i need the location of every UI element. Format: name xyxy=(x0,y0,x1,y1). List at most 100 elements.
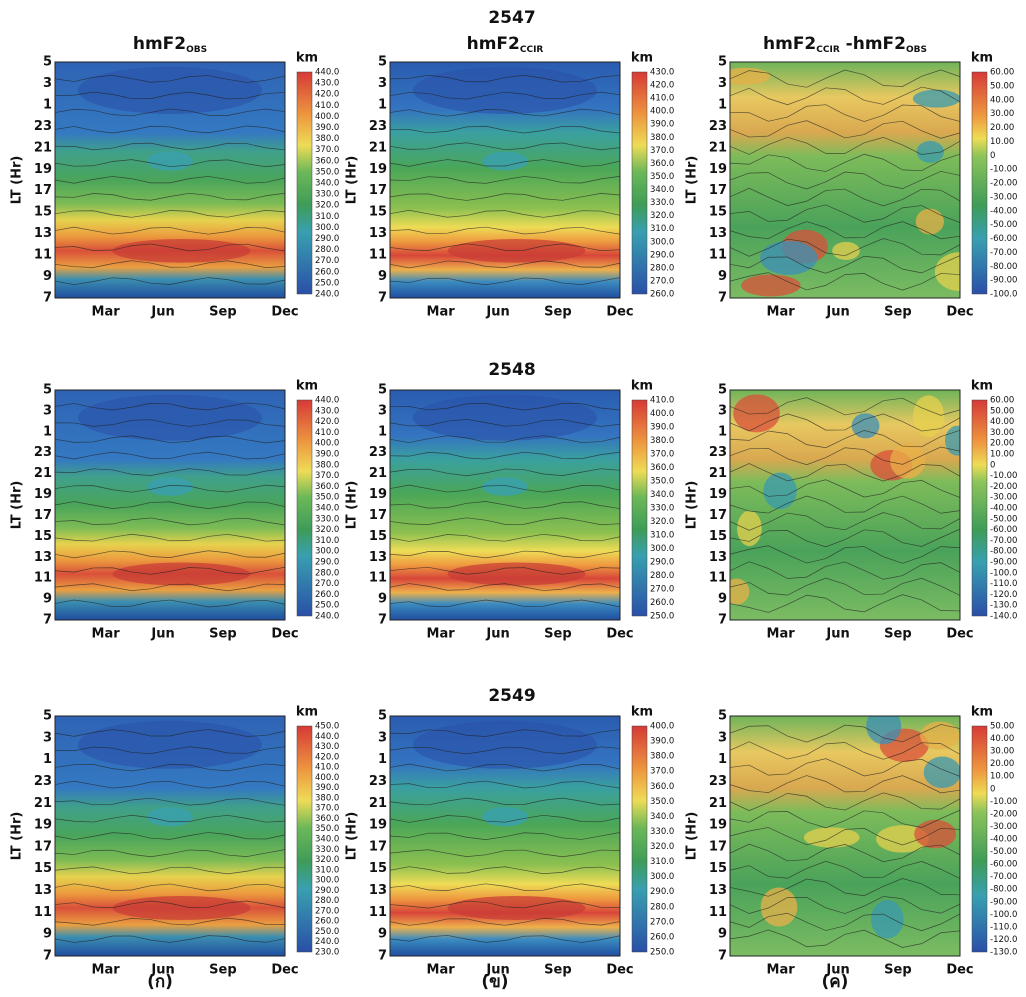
contour-line xyxy=(390,435,620,443)
colorbar-label: 240.0 xyxy=(315,937,339,947)
contour-blob xyxy=(78,394,262,441)
colorbar-label: 430.0 xyxy=(650,68,674,78)
colorbar-label: 280.0 xyxy=(650,571,674,581)
contour-line xyxy=(730,429,960,449)
year-title: 2549 xyxy=(488,686,535,706)
colorbar-label: 260.0 xyxy=(650,290,674,300)
y-tick-label: 21 xyxy=(709,140,727,155)
colorbar-label: 440.0 xyxy=(315,396,339,406)
plot-frame xyxy=(729,715,961,957)
colorbar-label: 360.0 xyxy=(650,159,674,169)
x-tick-label: Dec xyxy=(271,305,298,320)
contour-line xyxy=(730,204,960,223)
colorbar-label: 440.0 xyxy=(315,68,339,78)
y-tick-label: 19 xyxy=(709,818,727,833)
contour-line xyxy=(55,419,285,427)
x-tick-label: Sep xyxy=(884,305,912,320)
y-tick-label: 19 xyxy=(34,162,52,177)
y-tick-label: 1 xyxy=(718,424,727,439)
y-tick-label: 9 xyxy=(378,927,387,942)
colorbar-label: 40.00 xyxy=(990,417,1014,427)
colorbar-label: 250.0 xyxy=(315,601,339,611)
colorbar-label: 330.0 xyxy=(650,198,674,208)
colorbar-label: -20.00 xyxy=(990,809,1017,819)
y-tick-label: 13 xyxy=(34,550,52,565)
y-tick-label: 5 xyxy=(718,709,727,724)
colorbar-label: 260.0 xyxy=(650,932,674,942)
contour-line xyxy=(730,446,960,466)
colorbar-label: 320.0 xyxy=(650,211,674,221)
contour-line xyxy=(730,809,960,829)
colorbar xyxy=(971,399,988,617)
contour-line xyxy=(730,878,960,897)
plot-frame xyxy=(54,715,286,957)
y-tick-label: 7 xyxy=(43,949,52,964)
colorbar-label: 280.0 xyxy=(315,896,339,906)
colorbar-unit: km xyxy=(971,705,993,720)
contour-line xyxy=(730,912,960,932)
colorbar-label: 350.0 xyxy=(315,493,339,503)
colorbar-label: 350.0 xyxy=(315,824,339,834)
plot-frame xyxy=(389,715,621,957)
title-subscript: CCIR xyxy=(520,45,544,55)
contour-blob xyxy=(147,151,193,171)
colorbar-label: 390.0 xyxy=(315,450,339,460)
panel: 5 3 1 23 21 19 17 15 13 11 9 7 LT (Hr) Mar Jun Sep Dec km… xyxy=(685,51,1018,320)
colorbar-label: 450.0 xyxy=(315,722,339,732)
panel: 5 3 1 23 21 19 17 15 13 11 9 7 LT (Hr) Mar Jun Sep Dec km… xyxy=(10,705,340,978)
colorbar-label: 350.0 xyxy=(315,167,339,177)
y-tick-label: 9 xyxy=(43,927,52,942)
colorbar-label: 380.0 xyxy=(650,752,674,762)
contour-line xyxy=(730,561,960,580)
colorbar-label: -50.00 xyxy=(990,514,1017,524)
contour-line xyxy=(390,533,620,542)
colorbar-label: 420.0 xyxy=(315,417,339,427)
colorbar-label: 280.0 xyxy=(315,568,339,578)
y-tick-label: 11 xyxy=(34,571,52,586)
contour-blob xyxy=(741,274,801,297)
colorbar-label: 390.0 xyxy=(315,783,339,793)
contour-line xyxy=(390,91,620,100)
x-tick-label: Jun xyxy=(150,627,174,642)
y-tick-label: 23 xyxy=(34,445,52,460)
contour-line xyxy=(55,226,285,235)
y-tick-label: 15 xyxy=(34,529,52,544)
plot-frame xyxy=(389,389,621,621)
x-tick-label: Dec xyxy=(606,963,633,978)
colorbar-label: -40.00 xyxy=(990,504,1017,514)
contour-blob xyxy=(737,510,762,547)
y-tick-label: 21 xyxy=(369,796,387,811)
y-axis-label: LT (Hr) xyxy=(685,812,700,861)
colorbar-label: 320.0 xyxy=(650,517,674,527)
colorbar-unit: km xyxy=(296,51,318,66)
contour-line xyxy=(55,125,285,134)
colorbar-label: 320.0 xyxy=(315,525,339,535)
y-tick-label: 7 xyxy=(718,613,727,628)
colorbar-label: 330.0 xyxy=(315,845,339,855)
x-tick-label: Jun xyxy=(150,305,174,320)
contour-line xyxy=(55,74,285,83)
colorbar-label: 50.00 xyxy=(990,722,1014,732)
colorbar-label: 360.0 xyxy=(315,814,339,824)
y-tick-label: 1 xyxy=(378,752,387,767)
contour-line xyxy=(730,86,960,106)
colorbar-label: 280.0 xyxy=(650,902,674,912)
y-tick-label: 1 xyxy=(718,97,727,112)
colorbar-label: 310.0 xyxy=(650,531,674,541)
colorbar-label: 400.0 xyxy=(650,107,674,117)
contour-field xyxy=(55,716,285,956)
contour-line xyxy=(55,935,285,943)
contour-blob xyxy=(763,472,797,510)
y-tick-label: 11 xyxy=(369,571,387,586)
y-tick-label: 21 xyxy=(34,140,52,155)
y-tick-label: 11 xyxy=(709,571,727,586)
panel: 5 3 1 23 21 19 17 15 13 11 9 7 LT (Hr) Mar Jun Sep Dec km… xyxy=(345,379,675,642)
x-tick-label: Jun xyxy=(485,963,509,978)
contour-line xyxy=(730,104,960,122)
panel-letter: (ก) xyxy=(147,972,173,992)
contour-blob xyxy=(920,721,960,750)
colorbar-label: 340.0 xyxy=(315,504,339,514)
y-tick-label: 9 xyxy=(718,269,727,284)
x-tick-label: Sep xyxy=(209,963,237,978)
